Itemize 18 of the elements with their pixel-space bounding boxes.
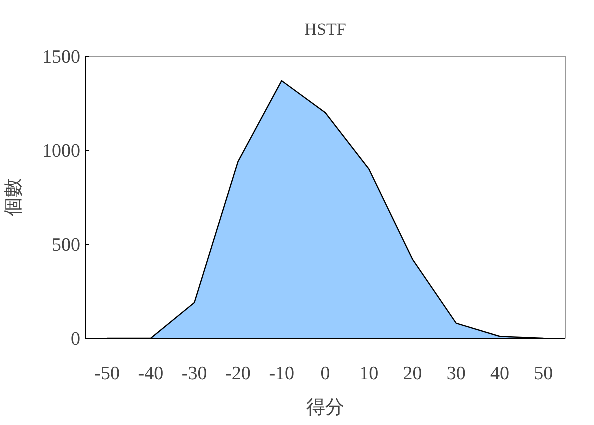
x-tick-label: 0 (320, 364, 330, 384)
x-tick-label: -10 (269, 364, 295, 384)
y-tick-label: 1000 (42, 141, 80, 162)
x-tick-label: -40 (138, 364, 164, 384)
x-tick-label: -30 (182, 364, 208, 384)
x-tick-label: -20 (226, 364, 251, 384)
x-tick-label: 20 (403, 364, 422, 384)
x-tick-label: 10 (360, 364, 379, 384)
x-tick-label: 40 (490, 364, 510, 384)
y-tick-label: 0 (71, 329, 80, 350)
chart-title: HSTF (304, 20, 346, 39)
x-tick-label: 30 (446, 364, 466, 384)
y-axis-title: 個數 (4, 178, 24, 216)
x-axis-title: 得分 (306, 398, 344, 418)
x-tick-label: -50 (94, 364, 120, 384)
y-tick-label: 500 (52, 235, 80, 256)
x-tick-label: 50 (534, 364, 554, 384)
y-tick-label: 1500 (42, 47, 80, 68)
